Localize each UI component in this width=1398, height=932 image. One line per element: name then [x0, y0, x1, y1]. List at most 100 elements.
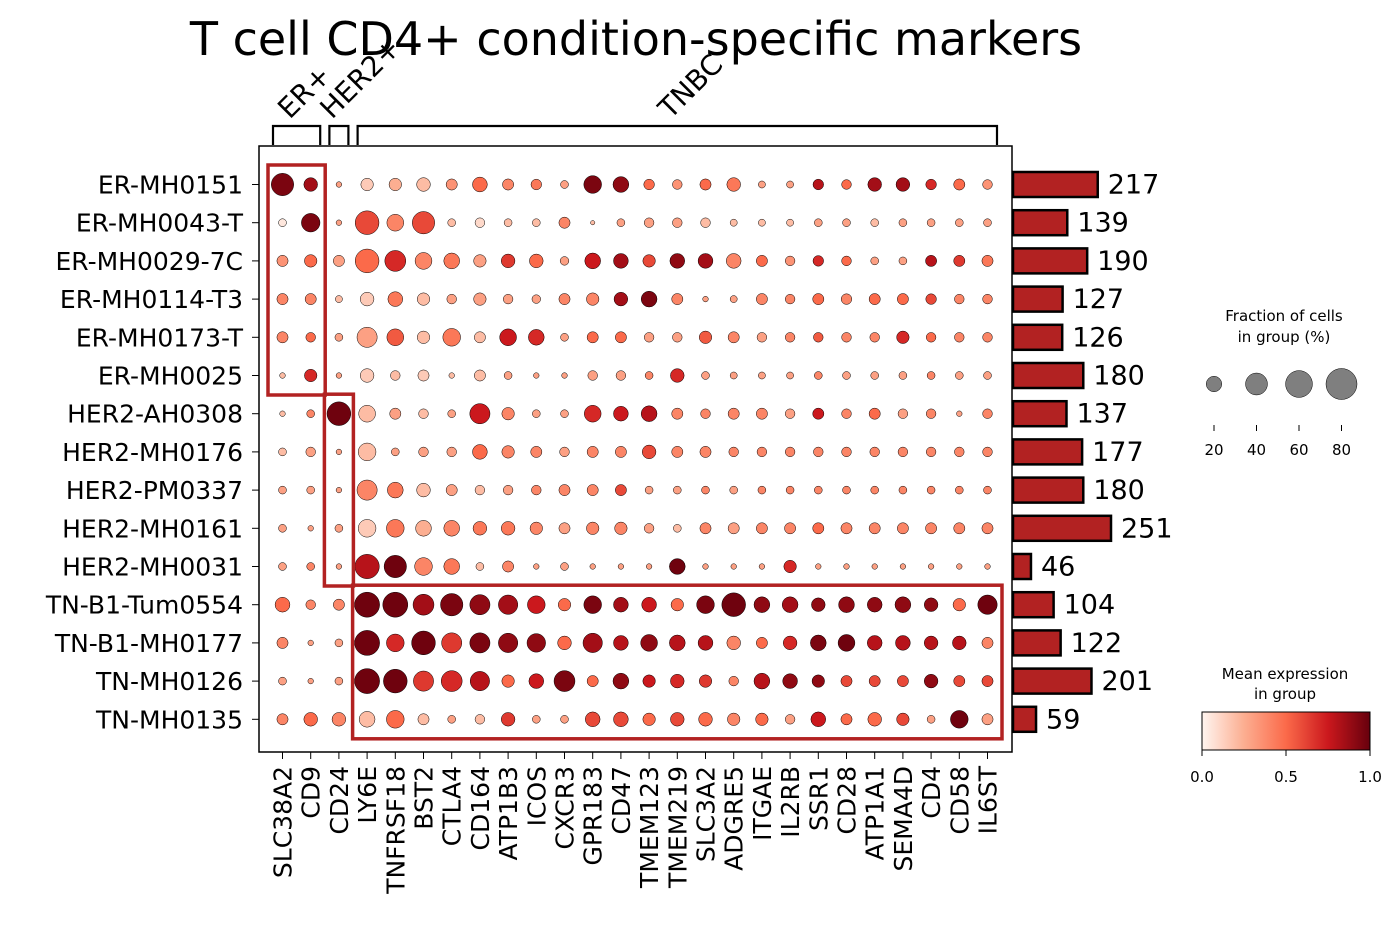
dot: [278, 524, 287, 533]
dot: [526, 633, 546, 653]
dot: [955, 485, 964, 495]
dot: [502, 560, 514, 573]
dot: [699, 674, 712, 688]
dot: [812, 407, 825, 420]
dot: [442, 328, 461, 347]
dot: [670, 368, 685, 383]
dot: [782, 673, 798, 689]
dot: [358, 519, 377, 538]
dot: [898, 371, 908, 380]
dot: [811, 674, 825, 688]
dot: [501, 674, 515, 688]
count-bar: [1011, 438, 1084, 466]
dot: [814, 485, 823, 495]
color-legend-gradient: [1201, 711, 1371, 751]
dot: [671, 293, 684, 305]
dot: [841, 446, 852, 457]
group-label: TN-MH0126: [95, 667, 243, 696]
dot: [729, 295, 738, 303]
dot: [306, 409, 315, 418]
dot: [810, 711, 826, 727]
dot: [954, 332, 965, 343]
dot: [729, 218, 738, 227]
dot: [871, 563, 878, 570]
dot: [447, 409, 456, 418]
dot: [279, 410, 286, 417]
dot: [673, 524, 682, 533]
dot: [698, 712, 713, 727]
dot: [276, 255, 289, 267]
dot: [384, 250, 407, 272]
dot: [474, 714, 485, 725]
dot: [868, 675, 881, 687]
dot: [898, 485, 908, 495]
dot: [613, 253, 629, 269]
count-label: 46: [1041, 552, 1075, 583]
dot: [305, 599, 316, 610]
dot: [326, 401, 352, 426]
gene-label: CTLA4: [438, 766, 467, 846]
dot: [271, 173, 294, 196]
size-legend-label: 40: [1247, 441, 1266, 459]
dot: [561, 372, 568, 379]
dot: [360, 292, 375, 307]
dot: [440, 670, 463, 692]
dot: [615, 484, 627, 496]
dot: [841, 332, 852, 343]
bracket-line: [356, 124, 999, 145]
dot: [445, 178, 458, 191]
dot: [815, 563, 822, 570]
dot: [783, 560, 797, 573]
dot: [334, 638, 344, 648]
dot: [354, 554, 380, 579]
dot: [335, 219, 342, 226]
dot: [532, 715, 541, 724]
dot: [386, 710, 405, 729]
count-bar: [1011, 170, 1099, 199]
count-bar: [1011, 285, 1064, 313]
dot: [418, 446, 429, 457]
dot: [473, 292, 487, 306]
dot: [925, 293, 937, 305]
dot: [925, 255, 937, 267]
size-legend-dot: [1245, 372, 1268, 396]
dot: [785, 255, 796, 266]
dot: [417, 330, 430, 344]
dot: [869, 446, 880, 457]
dot: [274, 597, 291, 613]
gene-label: SEMA4D: [889, 766, 918, 872]
size-legend-label: 20: [1204, 441, 1223, 459]
dot: [701, 371, 710, 380]
dot: [956, 410, 963, 417]
gene-label: CD9: [297, 766, 326, 819]
dot: [474, 217, 485, 228]
dot: [304, 254, 318, 268]
dot: [382, 591, 409, 618]
dot: [727, 712, 741, 726]
dot: [644, 523, 655, 534]
dot: [672, 179, 683, 190]
dot: [411, 630, 436, 656]
dot: [785, 446, 796, 457]
size-legend-dot: [1325, 368, 1358, 400]
dot: [671, 446, 684, 458]
dot: [443, 520, 460, 537]
dot: [448, 372, 455, 379]
dot: [697, 635, 714, 651]
gene-label: TNFRSF18: [381, 766, 410, 895]
dot: [590, 220, 596, 226]
dot: [756, 522, 768, 535]
dot: [925, 522, 937, 535]
dot: [412, 593, 435, 616]
dot: [758, 218, 766, 227]
dot: [956, 563, 963, 570]
cell-count-bars: 217 139 190 127 126 180 137 177 180 251 46 104 122 20…: [1011, 170, 1173, 735]
group-label: TN-B1-Tum0554: [45, 591, 243, 620]
dot: [331, 712, 346, 727]
dot: [334, 676, 344, 686]
dot: [360, 178, 374, 191]
dot: [589, 563, 596, 570]
dot: [925, 178, 937, 191]
gene-label: CD4: [917, 766, 946, 819]
dot: [926, 715, 936, 724]
